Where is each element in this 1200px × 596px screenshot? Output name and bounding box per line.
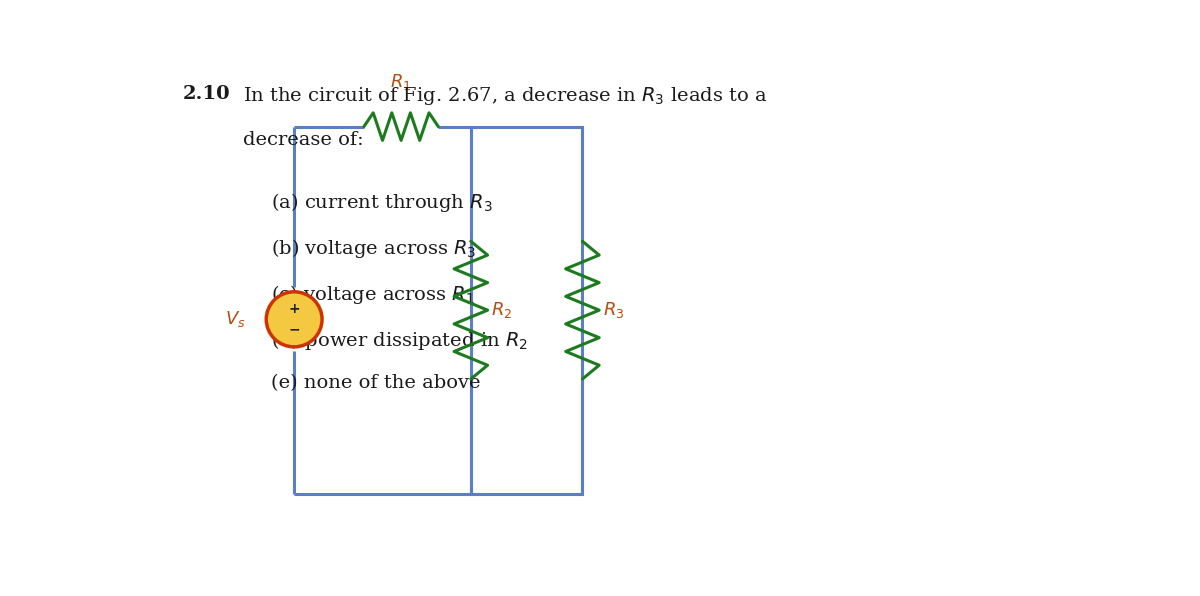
Text: $R_2$: $R_2$ <box>491 300 512 320</box>
Text: $V_s$: $V_s$ <box>226 309 246 330</box>
Text: −: − <box>288 322 300 336</box>
Text: 2.10: 2.10 <box>182 85 230 103</box>
Text: In the circuit of Fig. 2.67, a decrease in $R_3$ leads to a: In the circuit of Fig. 2.67, a decrease … <box>242 85 767 107</box>
Text: (a) current through $R_3$: (a) current through $R_3$ <box>271 191 492 214</box>
Text: (e) none of the above: (e) none of the above <box>271 374 480 392</box>
Text: (b) voltage across $R_3$: (b) voltage across $R_3$ <box>271 237 476 260</box>
Text: (d) power dissipated in $R_2$: (d) power dissipated in $R_2$ <box>271 328 528 352</box>
Text: $R_1$: $R_1$ <box>390 72 412 92</box>
Text: (c) voltage across $R_1$: (c) voltage across $R_1$ <box>271 283 475 306</box>
Text: decrease of:: decrease of: <box>242 131 364 149</box>
Text: $R_3$: $R_3$ <box>602 300 624 320</box>
Text: +: + <box>288 302 300 316</box>
Ellipse shape <box>266 292 322 347</box>
